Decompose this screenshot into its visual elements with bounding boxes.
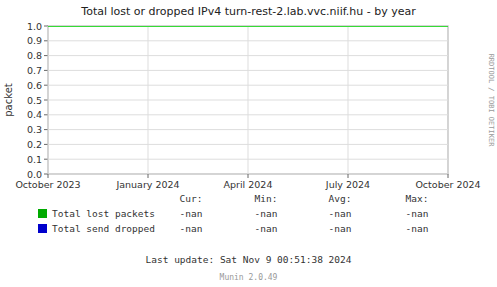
x-tick-label: October 2023: [15, 179, 80, 190]
stats-header: Max:: [406, 193, 429, 204]
x-tick-label: April 2024: [224, 179, 273, 190]
stats-value: -nan: [255, 223, 278, 234]
x-grid-line: [248, 26, 249, 174]
y-tick-label: 0.0: [27, 169, 42, 180]
legend-swatch: [38, 224, 47, 233]
stats-value: -nan: [180, 208, 203, 219]
plot-frame: [48, 26, 448, 174]
last-update: Last update: Sat Nov 9 00:51:38 2024: [146, 254, 352, 265]
stats-value: -nan: [329, 223, 352, 234]
x-tick: [348, 174, 349, 178]
y-tick: [44, 129, 48, 130]
version-note: Munin 2.0.49: [220, 273, 278, 282]
y-tick-label: 1.0: [27, 21, 42, 32]
x-grid-line: [448, 26, 449, 174]
reference-line: [48, 26, 448, 27]
legend-swatch: [38, 209, 47, 218]
y-tick-label: 0.5: [27, 95, 42, 106]
y-axis-label: packet: [3, 83, 14, 117]
x-tick: [48, 174, 49, 178]
y-tick-label: 0.6: [27, 80, 42, 91]
y-tick: [44, 55, 48, 56]
y-grid-line: [48, 26, 448, 27]
x-tick-label: January 2024: [115, 179, 179, 190]
x-grid-line: [348, 26, 349, 174]
stats-header: Min:: [255, 193, 278, 204]
x-grid-line: [148, 26, 149, 174]
stats-value: -nan: [406, 223, 429, 234]
stats-header: Cur:: [180, 193, 203, 204]
plot-marks: [48, 26, 448, 27]
x-grid-line: [48, 26, 49, 174]
y-tick: [44, 144, 48, 145]
y-tick: [44, 114, 48, 115]
y-tick: [44, 85, 48, 86]
y-tick-label: 0.9: [27, 35, 42, 46]
x-tick: [148, 174, 149, 178]
y-tick: [44, 100, 48, 101]
y-tick: [44, 40, 48, 41]
title: Total lost or dropped IPv4 turn-rest-2.l…: [80, 5, 416, 18]
side-annotation: RRDTOOL / TOBI OETIKER: [487, 54, 495, 148]
y-tick-label: 0.8: [27, 50, 42, 61]
stats-header: Avg:: [329, 193, 352, 204]
y-tick-label: 0.3: [27, 124, 42, 135]
y-tick-label: 0.2: [27, 139, 42, 150]
y-tick: [44, 174, 48, 175]
y-tick-label: 0.7: [27, 65, 42, 76]
x-tick: [248, 174, 249, 178]
y-tick: [44, 70, 48, 71]
stats-value: -nan: [406, 208, 429, 219]
stats-value: -nan: [180, 223, 203, 234]
x-tick: [448, 174, 449, 178]
y-tick-label: 0.4: [27, 109, 42, 120]
legend-label: Total lost packets: [52, 208, 155, 219]
y-tick: [44, 159, 48, 160]
x-tick-label: July 2024: [325, 179, 370, 190]
x-tick-label: October 2024: [415, 179, 480, 190]
stats-value: -nan: [255, 208, 278, 219]
y-tick: [44, 26, 48, 27]
stats-value: -nan: [329, 208, 352, 219]
y-tick-label: 0.1: [27, 154, 42, 165]
legend-label: Total send dropped: [52, 223, 155, 234]
